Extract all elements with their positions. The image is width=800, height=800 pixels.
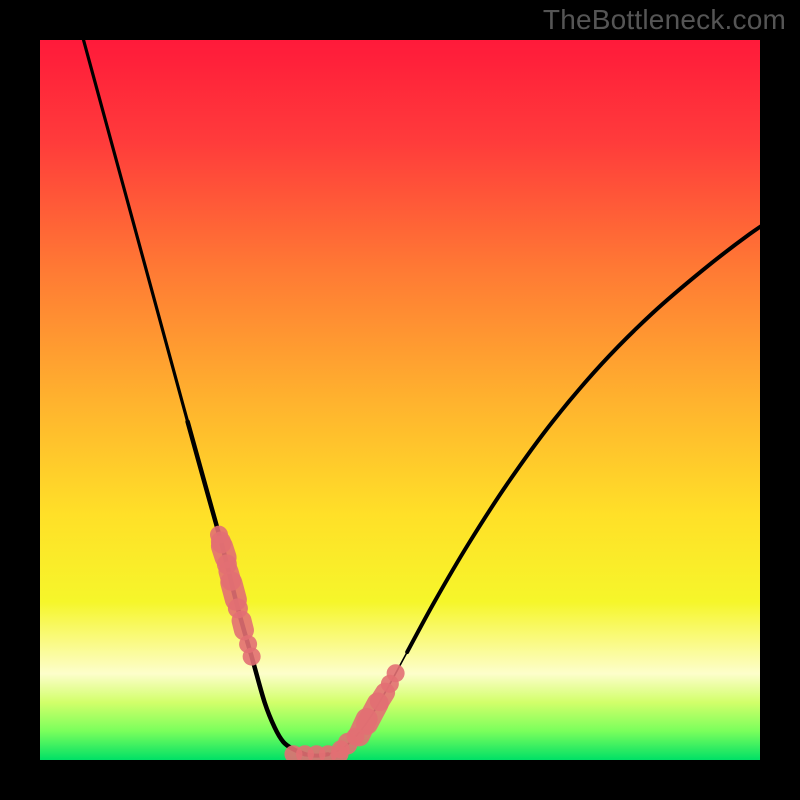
watermark-text: TheBottleneck.com <box>543 4 786 36</box>
data-marker <box>243 648 261 666</box>
data-marker <box>387 664 405 682</box>
plot-background <box>40 40 760 760</box>
chart-frame: TheBottleneck.com <box>0 0 800 800</box>
chart-svg <box>0 0 800 800</box>
